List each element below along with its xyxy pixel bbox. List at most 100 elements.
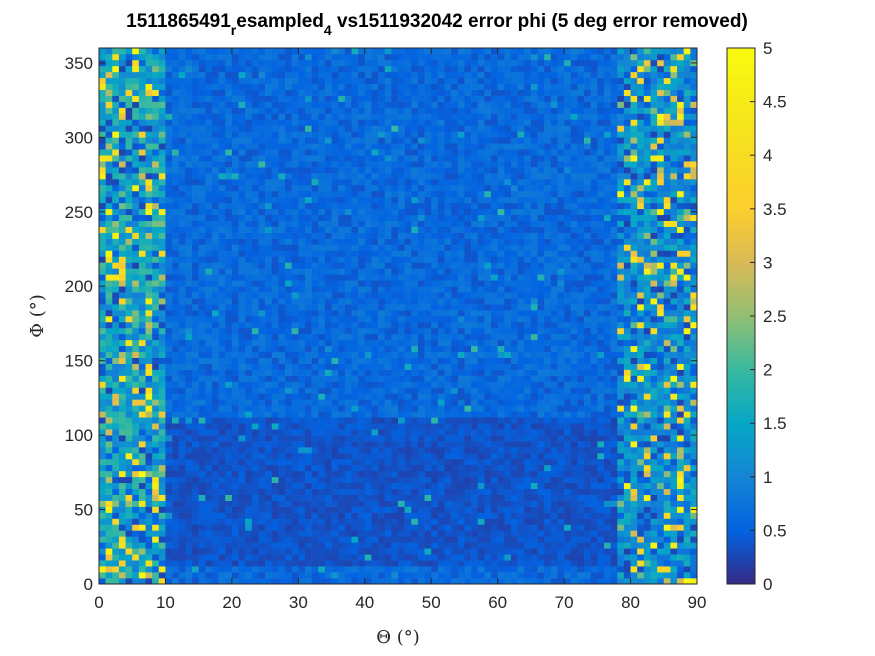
heatmap-cell: [198, 417, 206, 424]
heatmap-cell: [404, 518, 412, 525]
heatmap-cell: [145, 548, 153, 555]
heatmap-cell: [138, 196, 146, 204]
heatmap-cell: [378, 143, 386, 150]
heatmap-cell: [205, 232, 213, 239]
heatmap-cell: [384, 155, 392, 162]
heatmap-cell: [398, 292, 405, 299]
heatmap-cell: [185, 65, 193, 73]
heatmap-cell: [245, 476, 253, 484]
heatmap-cell: [464, 447, 472, 454]
heatmap-cell: [404, 155, 412, 162]
heatmap-cell: [457, 53, 465, 61]
heatmap-cell: [378, 554, 386, 561]
heatmap-cell: [105, 572, 113, 579]
heatmap-cell: [351, 542, 359, 549]
heatmap-cell: [398, 268, 405, 275]
heatmap-cell: [251, 310, 259, 317]
heatmap-cell: [291, 161, 299, 168]
heatmap-cell: [404, 196, 412, 204]
heatmap-cell: [304, 119, 312, 126]
heatmap-cell: [417, 220, 425, 227]
heatmap-cell: [444, 161, 452, 168]
heatmap-cell: [451, 327, 459, 335]
heatmap-cell: [344, 399, 352, 406]
heatmap-cell: [165, 458, 173, 466]
heatmap-cell: [211, 167, 219, 174]
heatmap-cell: [138, 125, 146, 132]
heatmap-cell: [351, 482, 359, 490]
heatmap-cell: [211, 387, 219, 394]
heatmap-cell: [324, 125, 332, 132]
heatmap-cell: [398, 566, 405, 573]
heatmap-cell: [424, 321, 432, 329]
heatmap-cell: [118, 208, 126, 216]
heatmap-cell: [351, 566, 359, 573]
heatmap-cell: [105, 167, 113, 174]
heatmap-cell: [198, 560, 206, 567]
heatmap-cell: [404, 250, 412, 257]
heatmap-cell: [238, 452, 246, 460]
heatmap-cell: [404, 548, 412, 555]
heatmap-cell: [251, 48, 259, 55]
heatmap-cell: [298, 292, 306, 299]
heatmap-cell: [344, 214, 352, 222]
heatmap-cell: [431, 548, 439, 555]
heatmap-cell: [172, 405, 180, 412]
heatmap-cell: [411, 202, 419, 210]
heatmap-cell: [251, 161, 259, 168]
heatmap-cell: [285, 399, 292, 406]
heatmap-cell: [311, 286, 319, 293]
heatmap-cell: [265, 494, 273, 501]
heatmap-cell: [358, 155, 366, 162]
heatmap-cell: [444, 458, 452, 466]
heatmap-cell: [185, 125, 193, 132]
heatmap-cell: [118, 65, 126, 73]
heatmap-cell: [338, 256, 346, 263]
heatmap-cell: [132, 321, 140, 329]
heatmap-cell: [192, 351, 199, 358]
heatmap-cell: [417, 286, 425, 293]
heatmap-cell: [271, 155, 279, 162]
heatmap-cell: [285, 572, 292, 579]
heatmap-cell: [457, 369, 465, 376]
heatmap-cell: [451, 524, 459, 531]
heatmap-cell: [105, 578, 113, 585]
heatmap-cell: [211, 321, 219, 329]
heatmap-cell: [145, 232, 153, 239]
heatmap-cell: [384, 48, 392, 55]
heatmap-cell: [437, 399, 445, 406]
heatmap-cell: [411, 280, 419, 287]
heatmap-cell: [298, 530, 306, 537]
heatmap-cell: [424, 411, 432, 418]
heatmap-cell: [245, 482, 253, 490]
heatmap-cell: [105, 268, 113, 275]
heatmap-cell: [225, 351, 233, 358]
heatmap-cell: [444, 530, 452, 537]
heatmap-cell: [338, 298, 346, 305]
heatmap-cell: [132, 369, 140, 376]
heatmap-cell: [384, 399, 392, 406]
heatmap-cell: [172, 274, 180, 281]
heatmap-cell: [238, 244, 246, 251]
heatmap-cell: [311, 238, 319, 245]
heatmap-cell: [251, 399, 259, 406]
heatmap-cell: [105, 423, 113, 430]
heatmap-cell: [105, 173, 113, 180]
heatmap-cell: [278, 125, 286, 132]
heatmap-cell: [331, 578, 339, 585]
heatmap-cell: [431, 345, 439, 353]
heatmap-cell: [424, 339, 432, 347]
heatmap-cell: [258, 244, 266, 251]
heatmap-cell: [291, 369, 299, 376]
heatmap-cell: [145, 161, 153, 168]
heatmap-cell: [112, 107, 120, 114]
heatmap-cell: [378, 190, 386, 198]
heatmap-cell: [378, 506, 386, 513]
heatmap-cell: [145, 53, 153, 61]
heatmap-cell: [318, 506, 326, 513]
heatmap-cell: [192, 494, 199, 501]
heatmap-cell: [344, 494, 352, 501]
heatmap-cell: [198, 488, 206, 495]
heatmap-cell: [125, 405, 133, 412]
heatmap-cell: [218, 95, 226, 102]
